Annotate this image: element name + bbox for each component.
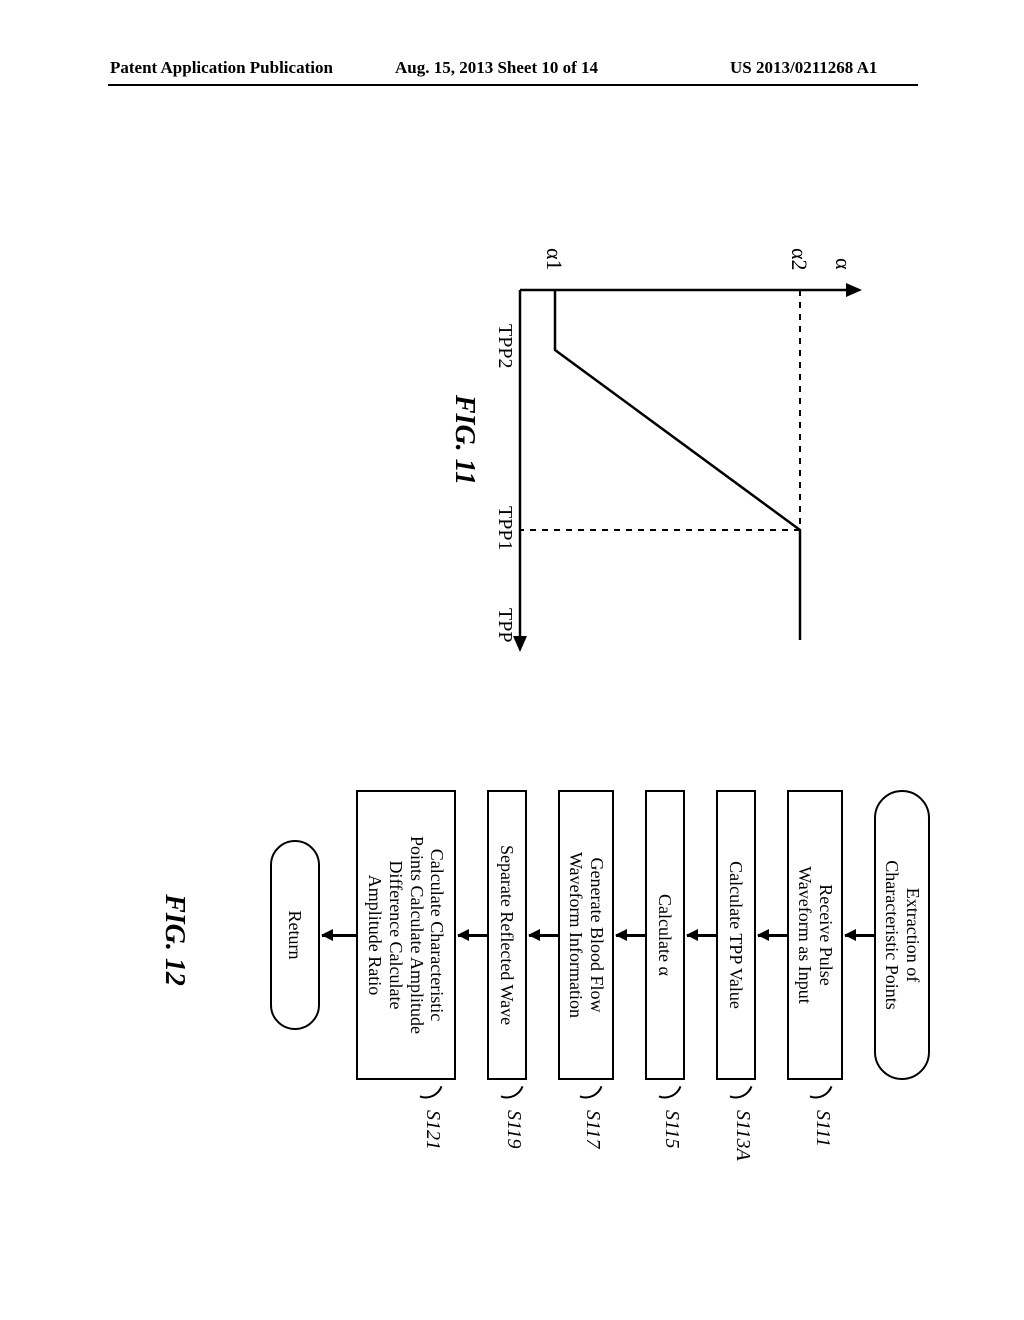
tag-s115: S115 [660,1110,683,1149]
fig11-graph: α α2 α1 TPP2 TPP1 TPP FIG. 11 [450,220,870,650]
arrow-5 [458,934,487,937]
flow-s115: Calculate α [645,790,685,1080]
fig11-ylabel: α [830,258,856,270]
page-root: Patent Application Publication Aug. 15, … [0,0,1024,1320]
tag-s121: S121 [421,1110,444,1150]
lead-s119 [500,1080,523,1103]
fig12-caption: FIG. 12 [158,860,190,1020]
flow-s119-text: Separate Reflected Wave [497,845,518,1025]
flow-s121-text: Calculate CharacteristicPoints Calculate… [365,836,448,1034]
flow-s121: Calculate CharacteristicPoints Calculate… [356,790,456,1080]
arrow-6 [322,934,356,937]
flow-return: Return [270,840,320,1030]
tag-s119: S119 [502,1110,525,1149]
fig11-ytick-a1: α1 [541,248,567,271]
flow-s119: Separate Reflected Wave [487,790,527,1080]
tag-s113a: S113A [731,1110,754,1161]
lead-s113a [729,1080,752,1103]
arrow-0 [845,934,874,937]
fig12-flowchart: Extraction ofCharacteristic Points Recei… [190,680,930,1180]
arrow-2 [687,934,716,937]
header-rule [108,84,918,86]
fig11-svg [480,220,870,660]
fig11-xtick-tpp1: TPP1 [493,506,516,550]
lead-s115 [658,1080,681,1103]
flow-s111-text: Receive PulseWaveform as Input [794,866,835,1004]
fig11-ytick-a2: α2 [786,248,812,271]
header-left-text: Patent Application Publication [110,58,333,78]
flow-s113a: Calculate TPP Value [716,790,756,1080]
fig11-curve [555,290,800,640]
lead-s117 [579,1080,602,1103]
lead-s121 [419,1080,442,1103]
flow-start: Extraction ofCharacteristic Points [874,790,930,1080]
flow-return-text: Return [285,911,306,960]
flow-s117-text: Generate Blood FlowWaveform Information [565,852,606,1018]
tag-s117: S117 [581,1110,604,1149]
fig11-caption: FIG. 11 [448,360,480,520]
fig11-y-arrowhead [846,283,862,297]
arrow-4 [529,934,558,937]
flow-s111: Receive PulseWaveform as Input [787,790,843,1080]
header-center-text: Aug. 15, 2013 Sheet 10 of 14 [395,58,598,78]
flow-start-text: Extraction ofCharacteristic Points [881,860,922,1009]
fig11-xlabel: TPP [493,608,516,642]
flow-s117: Generate Blood FlowWaveform Information [558,790,614,1080]
header-right-text: US 2013/0211268 A1 [730,58,877,78]
lead-s111 [809,1080,832,1103]
arrow-1 [758,934,787,937]
drawing-sheet: α α2 α1 TPP2 TPP1 TPP FIG. 11 Extraction… [90,180,930,1180]
arrow-3 [616,934,645,937]
flow-s115-text: Calculate α [655,894,676,976]
fig11-xtick-tpp2: TPP2 [493,324,516,368]
flow-s113a-text: Calculate TPP Value [726,861,747,1009]
tag-s111: S111 [811,1110,834,1147]
